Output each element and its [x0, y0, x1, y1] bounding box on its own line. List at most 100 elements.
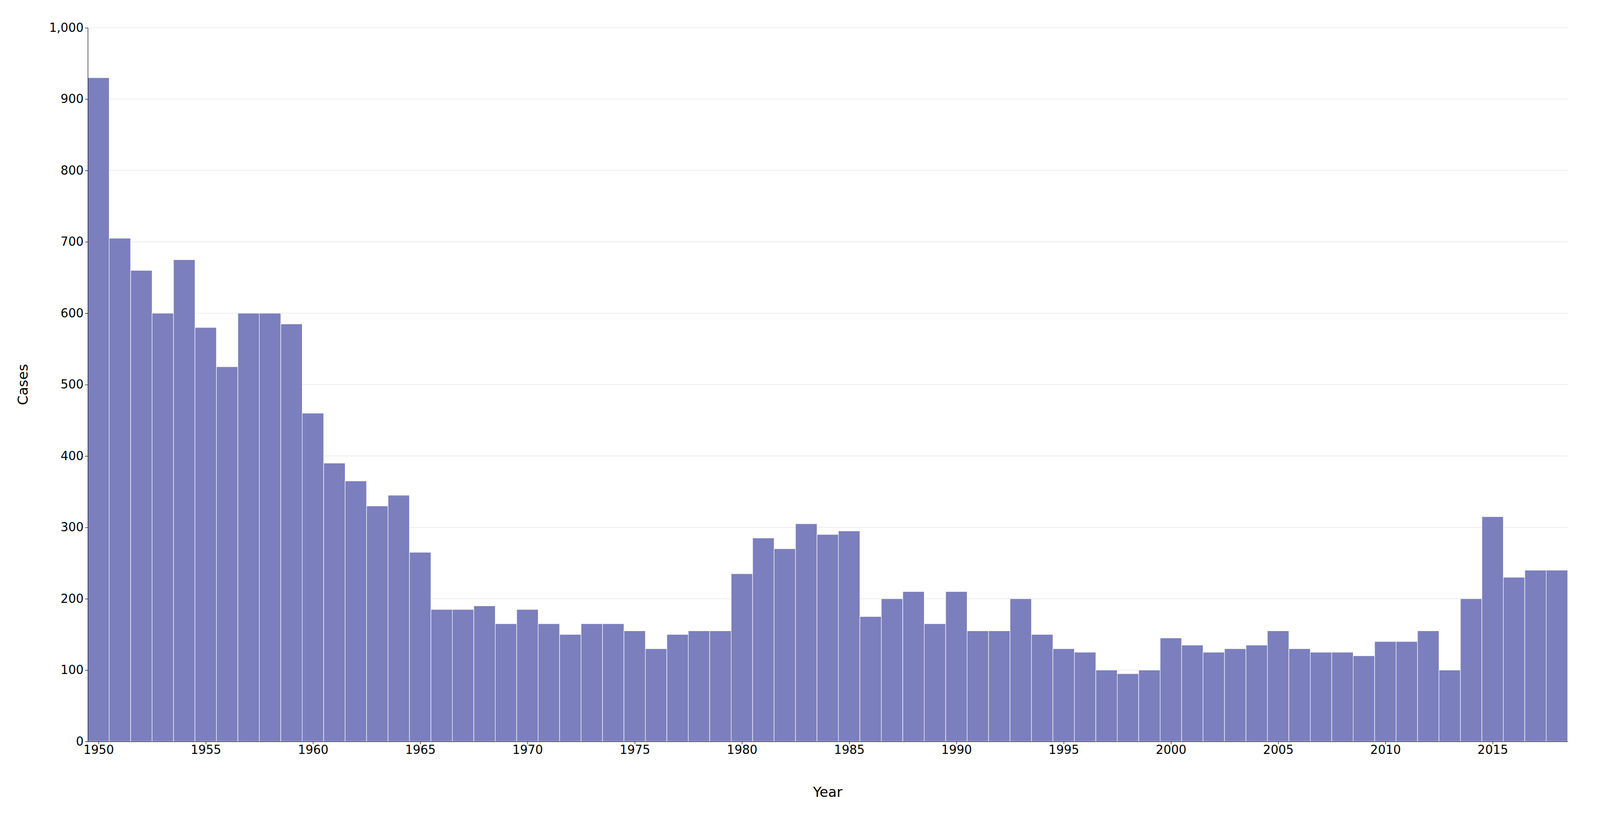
y-tick: 600 — [60, 306, 88, 320]
x-tick-label: 2000 — [1155, 742, 1187, 757]
x-tick: 2000 — [1155, 741, 1187, 757]
bar — [945, 591, 967, 742]
bar — [1117, 673, 1139, 742]
y-tick-label: 700 — [60, 234, 84, 249]
y-tick-label: 400 — [60, 448, 84, 463]
bar — [452, 609, 474, 742]
x-tick: 2010 — [1370, 741, 1401, 757]
x-tick-label: 1960 — [297, 742, 329, 757]
bar — [344, 480, 367, 742]
bar — [301, 412, 324, 742]
bar — [1310, 652, 1332, 742]
y-tick-label: 300 — [60, 519, 84, 534]
bar — [966, 630, 989, 742]
bar — [645, 648, 667, 742]
y-tick: 300 — [60, 519, 88, 534]
bar — [495, 623, 517, 742]
y-tick: 900 — [60, 91, 88, 106]
bar — [902, 591, 924, 742]
x-tick-label: 1965 — [404, 742, 436, 757]
chart: 1950195519601965197019751980198519901995… — [0, 0, 1600, 820]
bar — [173, 259, 195, 742]
x-tick: 1970 — [512, 741, 544, 757]
bar — [516, 609, 538, 742]
bar — [580, 623, 603, 742]
y-tick-label: 600 — [60, 306, 84, 320]
y-tick-label: 900 — [60, 91, 84, 106]
grid-line — [87, 170, 1568, 171]
x-axis: 1950195519601965197019751980198519901995… — [83, 741, 1569, 757]
bar — [1460, 598, 1482, 742]
x-tick: 1965 — [404, 741, 436, 757]
x-tick-label: 1950 — [83, 742, 115, 757]
y-axis-line — [87, 28, 89, 742]
x-tick-label: 1975 — [619, 742, 651, 757]
x-tick: 1995 — [1048, 741, 1080, 757]
bar — [1438, 670, 1461, 742]
bar — [280, 323, 302, 742]
x-tick: 1950 — [83, 741, 115, 757]
bar — [1417, 630, 1439, 742]
y-tick-mark — [84, 241, 88, 243]
bar — [1052, 648, 1075, 742]
y-tick-mark — [84, 455, 88, 457]
bar — [409, 552, 431, 742]
bar — [537, 623, 560, 742]
x-axis-title: Year — [812, 783, 843, 800]
bar — [194, 327, 217, 742]
y-tick-mark — [84, 99, 88, 100]
bar — [430, 609, 453, 742]
bar — [688, 630, 710, 742]
y-tick-mark — [84, 384, 88, 386]
bar — [387, 495, 410, 742]
y-tick-mark — [84, 313, 88, 314]
bar — [1224, 648, 1246, 742]
bar — [730, 573, 753, 742]
y-tick-mark — [84, 27, 88, 29]
y-tick: 200 — [60, 591, 88, 606]
bar — [752, 537, 774, 742]
bar — [773, 548, 796, 742]
grid-line — [87, 27, 1568, 29]
bar — [1202, 652, 1225, 742]
bar — [1288, 648, 1311, 742]
y-axis-title: Cases — [14, 363, 31, 405]
x-tick: 2005 — [1262, 741, 1294, 757]
x-tick: 1975 — [619, 741, 651, 757]
bar — [237, 313, 260, 742]
x-tick: 1955 — [190, 741, 222, 757]
bar — [1524, 569, 1546, 742]
bar — [816, 534, 839, 742]
y-tick-label: 1,000 — [49, 20, 84, 35]
x-tick-label: 1985 — [833, 742, 865, 757]
bar — [216, 366, 238, 742]
bar — [1481, 516, 1504, 742]
y-tick-label: 0 — [75, 734, 84, 749]
x-axis-line — [88, 741, 1569, 742]
bar — [859, 616, 882, 742]
bar — [1546, 569, 1568, 742]
grid — [87, 27, 1568, 742]
y-tick-mark — [84, 670, 88, 671]
x-tick-label: 2015 — [1477, 742, 1509, 757]
bar — [108, 238, 131, 742]
x-tick: 1960 — [297, 741, 329, 757]
bar — [1009, 598, 1032, 742]
x-tick-label: 1970 — [512, 742, 544, 757]
bar — [1074, 652, 1096, 742]
plot: 1950195519601965197019751980198519901995… — [49, 20, 1569, 757]
bar — [1159, 637, 1182, 742]
y-tick-label: 800 — [60, 163, 84, 178]
x-tick: 1990 — [941, 741, 973, 757]
bar — [473, 605, 496, 742]
bar — [1181, 644, 1203, 742]
bar — [602, 623, 624, 742]
y-tick: 800 — [60, 163, 88, 178]
bar — [838, 530, 860, 742]
y-tick: 700 — [60, 234, 88, 249]
bar — [1138, 670, 1160, 742]
x-tick: 2015 — [1477, 741, 1509, 757]
y-tick-label: 100 — [60, 662, 84, 677]
y-tick-mark — [84, 741, 88, 742]
bar — [988, 630, 1010, 742]
